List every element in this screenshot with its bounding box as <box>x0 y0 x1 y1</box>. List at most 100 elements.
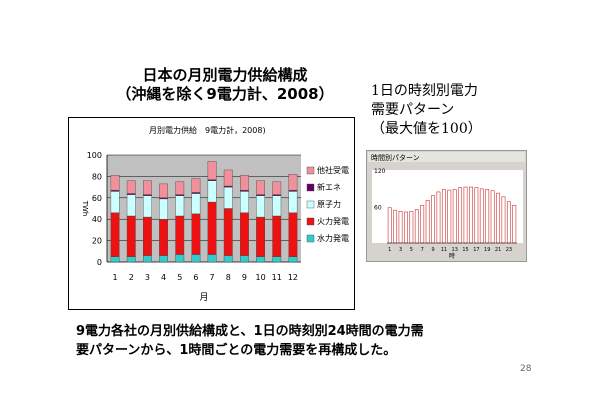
slide-title-line1: 日本の月別電力供給構成 <box>142 66 308 84</box>
x-tick-label: 9 <box>242 273 247 282</box>
bar-segment <box>175 181 185 195</box>
bar-segment <box>256 256 265 263</box>
bar-segment <box>256 195 265 218</box>
y-tick-label: 80 <box>92 172 102 181</box>
x-tick-label: 11 <box>441 247 447 253</box>
y-axis-label: TWh <box>81 200 89 217</box>
legend-swatch <box>306 217 315 226</box>
x-tick-label: 23 <box>506 247 512 253</box>
bar-segment <box>159 183 168 198</box>
bar-segment <box>288 191 298 213</box>
y-tick-label: 120 <box>374 168 386 175</box>
bar-segment <box>126 194 136 217</box>
legend-label: 火力発電 <box>317 216 349 226</box>
bar-segment <box>175 195 185 217</box>
bar-segment <box>207 180 217 203</box>
x-tick-label: 21 <box>495 247 501 253</box>
bar-segment <box>288 256 298 263</box>
side-text-line1: 1日の時刻別電力 <box>371 83 478 99</box>
bar-segment <box>191 213 201 255</box>
bar-segment <box>272 181 282 195</box>
y-tick-label: 40 <box>92 215 102 224</box>
legend-swatch <box>306 234 315 243</box>
bar-segment <box>288 212 298 257</box>
legend-swatch <box>306 183 315 192</box>
x-tick-label: 3 <box>399 247 402 253</box>
bar-segment <box>256 180 265 195</box>
x-tick-label: 15 <box>462 247 468 253</box>
legend-swatch <box>306 200 315 209</box>
body-text-line1: 9電力各社の月別供給構成と、1日の時刻別24時間の電力需 <box>76 324 424 339</box>
bar-segment <box>143 216 152 256</box>
hourly-pattern-chart-frame: 時間別パターン 60 120 1 3 5 7 9 11 13 15 17 19 21 23 時 <box>366 150 527 262</box>
slide-title-line2: （沖縄を除く9電力計、2008） <box>116 85 334 103</box>
bar-segment <box>126 215 136 257</box>
x-axis-label: 月 <box>199 292 208 303</box>
legend-label: 原子力 <box>317 199 341 209</box>
y-tick-label: 20 <box>92 237 102 246</box>
chart-title-bar <box>368 152 525 162</box>
bar-segment <box>272 215 282 257</box>
bar-segment <box>223 208 233 256</box>
legend-swatch <box>306 166 315 175</box>
side-text-line3: （最大値を100） <box>371 121 482 137</box>
y-tick-label: 0 <box>97 258 102 267</box>
x-tick-label: 19 <box>484 247 490 253</box>
y-tick-label: 60 <box>92 194 102 203</box>
bar-segment <box>159 218 168 256</box>
x-tick-label: 17 <box>473 247 479 253</box>
bar-segment <box>143 180 152 195</box>
side-text-line2: 需要パターン <box>371 102 455 118</box>
bar-segment <box>175 215 185 255</box>
chart-title: 時間別パターン <box>371 153 420 162</box>
bar-segment <box>191 193 201 215</box>
monthly-supply-chart-frame: 月別電力供給 9電力計，2008) 0 20 40 60 80 100 1 2 3 4 5 6 7 8 9 10… <box>68 117 355 310</box>
bar-segment <box>191 254 201 263</box>
bar-segment <box>110 256 120 263</box>
x-tick-label: 1 <box>113 273 118 282</box>
x-tick-label: 4 <box>161 273 166 282</box>
bar-segment <box>240 255 249 263</box>
x-tick-label: 8 <box>226 273 231 282</box>
bar-segment <box>272 256 282 263</box>
bar-segment <box>110 175 120 191</box>
x-tick-label: 9 <box>431 247 434 253</box>
bar-segment <box>256 216 265 257</box>
bar-segment <box>191 178 201 193</box>
bar-segment <box>126 256 136 263</box>
bar-segment <box>240 191 249 213</box>
x-tick-label: 13 <box>452 247 458 253</box>
x-tick-label: 3 <box>145 273 150 282</box>
legend-label: 新エネ <box>317 182 341 192</box>
x-tick-label: 6 <box>193 273 198 282</box>
bar-segment <box>159 255 168 263</box>
body-text-line2: 要パターンから、1時間ごとの電力需要を再構成した。 <box>76 343 397 358</box>
x-tick-label: 1 <box>388 247 391 253</box>
bar-segment <box>223 186 233 209</box>
bar-segment <box>288 174 298 191</box>
bar-segment <box>223 169 233 187</box>
plot-area <box>107 155 301 262</box>
bar-segment <box>159 198 168 220</box>
bar-segment <box>272 195 282 217</box>
bar-segment <box>207 201 217 255</box>
page-number: 28 <box>520 364 532 374</box>
legend-label: 他社受電 <box>317 165 349 175</box>
x-tick-label: 10 <box>255 273 265 282</box>
legend-label: 水力発電 <box>317 233 349 243</box>
x-tick-label: 7 <box>210 273 215 282</box>
bar-segment <box>207 161 217 180</box>
bar-segment <box>143 195 152 218</box>
y-tick-label: 100 <box>87 151 102 160</box>
bar-segment <box>126 180 136 194</box>
x-tick-label: 12 <box>288 273 298 282</box>
bar-segment <box>110 212 120 257</box>
bar-segment <box>110 191 120 213</box>
x-tick-label: 5 <box>177 273 182 282</box>
bar-segment <box>175 254 185 263</box>
x-axis-label: 時 <box>449 252 455 260</box>
x-tick-label: 7 <box>421 247 424 253</box>
y-tick-label: 60 <box>374 205 382 212</box>
